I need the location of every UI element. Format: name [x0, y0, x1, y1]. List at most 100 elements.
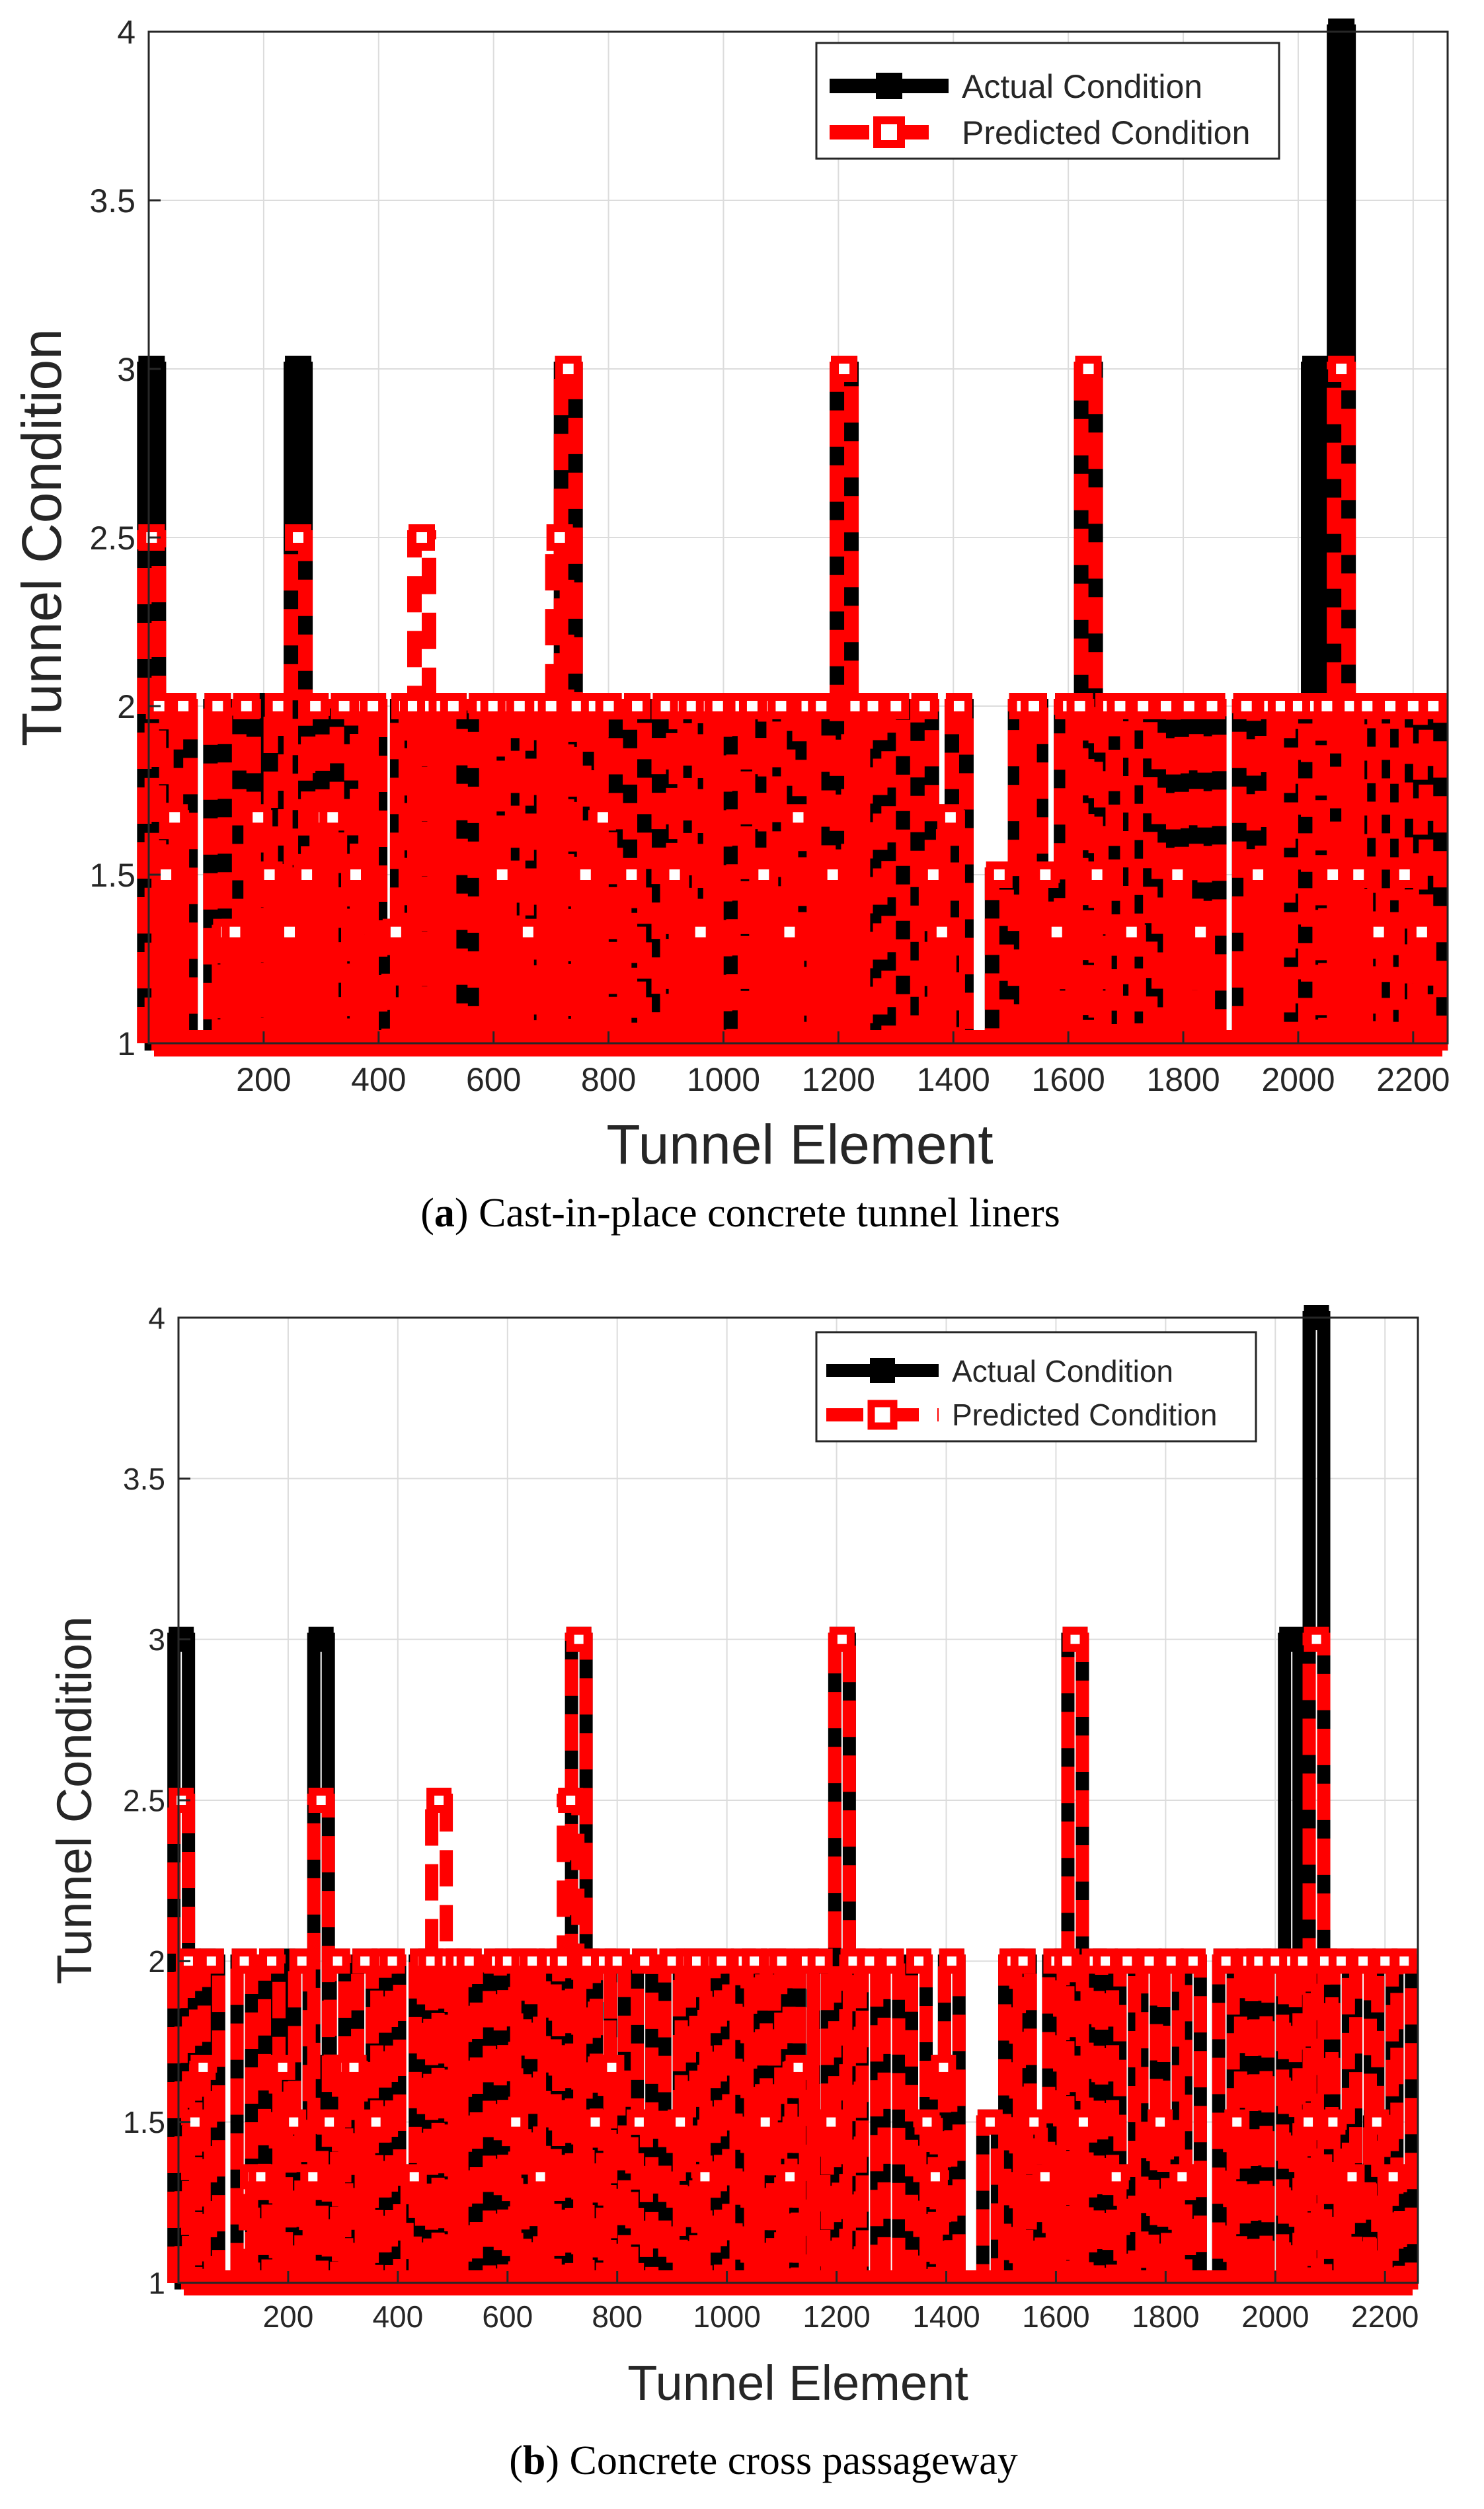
x-tick-label: 200 — [236, 1061, 291, 1098]
predicted-point — [709, 1948, 734, 1974]
y-tick-label: 2.5 — [123, 1784, 165, 1818]
predicted-point — [1290, 1948, 1315, 1974]
predicted-point — [352, 1948, 378, 1974]
x-tick-label: 400 — [372, 2299, 423, 2334]
predicted-point — [161, 804, 188, 831]
predicted-point — [342, 861, 370, 888]
x-tick-label: 400 — [351, 1061, 406, 1098]
predicted-point — [1152, 693, 1179, 719]
predicted-point — [408, 524, 435, 551]
predicted-point — [440, 693, 467, 719]
predicted-point — [319, 804, 346, 831]
legend-actual-label: Actual Condition — [962, 68, 1202, 105]
predicted-point — [1114, 1948, 1140, 1974]
predicted-point — [1107, 693, 1134, 719]
predicted-point — [401, 2164, 427, 2190]
predicted-point — [1103, 2164, 1129, 2190]
predicted-point — [190, 2054, 216, 2080]
y-tick-label: 2.5 — [89, 520, 136, 557]
predicted-point — [1118, 918, 1145, 945]
actual-point — [285, 356, 312, 382]
predicted-point — [922, 2164, 948, 2190]
predicted-point — [624, 693, 651, 719]
predicted-point — [1364, 2109, 1389, 2135]
caption-text: Cast-in-place concrete tunnel liners — [479, 1191, 1060, 1236]
predicted-point — [566, 1626, 592, 1652]
predicted-point — [882, 693, 910, 719]
predicted-point — [769, 1948, 795, 1974]
predicted-point — [687, 918, 714, 945]
predicted-point — [945, 693, 972, 719]
predicted-point — [264, 693, 292, 719]
predicted-point — [1391, 861, 1418, 888]
predicted-point — [668, 2109, 693, 2135]
y-tick-label: 2 — [117, 688, 136, 725]
y-ticks: 1 1.5 2 2.5 3 3.5 4 — [89, 14, 161, 1062]
predicted-point — [1175, 693, 1202, 719]
x-tick-label: 600 — [482, 2299, 533, 2334]
predicted-point — [857, 1948, 882, 1974]
predicted-point — [1148, 2109, 1173, 2135]
predicted-point — [937, 804, 964, 831]
predicted-point — [632, 1948, 658, 1974]
legend-predicted-marker — [867, 1400, 898, 1430]
predicted-point — [270, 2054, 295, 2080]
legend: Actual Condition Predicted Condition — [815, 42, 1280, 160]
predicted-point — [807, 1948, 833, 1974]
predicted-point — [879, 1948, 904, 1974]
predicted-point — [259, 1948, 285, 1974]
predicted-point — [626, 2109, 652, 2135]
predicted-point — [170, 693, 197, 719]
predicted-point — [831, 356, 858, 382]
actual-point — [1302, 356, 1329, 382]
predicted-point — [572, 861, 599, 888]
predicted-point — [1130, 693, 1157, 719]
predicted-point — [1365, 918, 1392, 945]
predicted-point — [1420, 693, 1447, 719]
x-tick-label: 1600 — [1022, 2299, 1089, 2334]
predicted-point — [589, 804, 616, 831]
predicted-point — [363, 2109, 389, 2135]
predicted-point — [1083, 861, 1111, 888]
predicted-point — [341, 2054, 367, 2080]
caption-label: a — [434, 1191, 455, 1236]
predicted-point — [1319, 861, 1347, 888]
predicted-point — [537, 693, 565, 719]
predicted-point — [276, 918, 303, 945]
predicted-point — [604, 1948, 630, 1974]
legend-actual-label: Actual Condition — [952, 1354, 1173, 1388]
x-ticks: 200 400 600 800 1000 1200 1400 1600 1800 2000 2200 — [263, 2271, 1419, 2334]
legend-actual-marker — [870, 1358, 895, 1383]
predicted-point — [1136, 1948, 1162, 1974]
predicted-point — [1032, 861, 1059, 888]
chart-panel-b: 200 400 600 800 1000 1200 1400 1600 1800 2000 2200… — [47, 1301, 1419, 2483]
x-tick-label: 1400 — [912, 2299, 980, 2334]
predicted-point — [256, 861, 283, 888]
y-tick-label: 1 — [117, 1025, 136, 1062]
predicted-point — [233, 693, 260, 719]
predicted-point — [986, 861, 1013, 888]
predicted-point — [1328, 356, 1355, 382]
predicted-point — [520, 1948, 545, 1974]
caption-text: Concrete cross passageway — [569, 2438, 1017, 2483]
predicted-point — [331, 693, 358, 719]
caption: (b) Concrete cross passageway — [509, 2438, 1018, 2483]
predicted-point — [503, 2109, 529, 2135]
x-tick-label: 2200 — [1351, 2299, 1419, 2334]
predicted-point — [859, 693, 886, 719]
legend-actual-marker — [876, 73, 902, 99]
predicted-point — [379, 1948, 405, 1974]
predicted-point — [919, 861, 947, 888]
x-tick-label: 1800 — [1146, 1061, 1220, 1098]
predicted-point — [977, 2109, 1003, 2135]
x-tick-label: 1000 — [687, 1061, 760, 1098]
predicted-point — [750, 861, 777, 888]
actual-point — [308, 1626, 334, 1652]
predicted-point — [1066, 693, 1093, 719]
predicted-point — [911, 693, 938, 719]
x-tick-label: 1200 — [802, 2299, 870, 2334]
predicted-point — [1020, 693, 1047, 719]
predicted-point — [1339, 2164, 1365, 2190]
x-tick-label: 800 — [581, 1061, 636, 1098]
